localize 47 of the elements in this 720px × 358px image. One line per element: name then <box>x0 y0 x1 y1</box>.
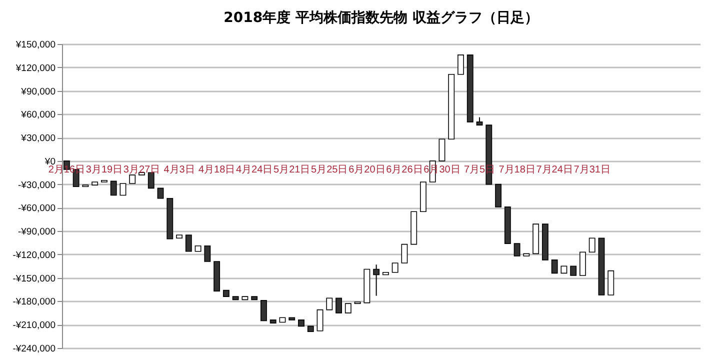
candlestick <box>204 245 211 262</box>
candlestick <box>392 262 398 273</box>
candlestick <box>110 180 117 196</box>
y-tick-label: ¥150,000 <box>14 40 56 50</box>
y-tick-label: -¥60,000 <box>18 203 56 214</box>
y-tick-label: -¥120,000 <box>12 250 56 261</box>
candlestick <box>185 234 192 252</box>
candlestick <box>570 266 577 276</box>
y-tick-label: ¥60,000 <box>20 110 56 121</box>
x-tick-label: 5月25日 <box>311 164 348 176</box>
y-tick-label: -¥240,000 <box>12 344 56 354</box>
candlestick <box>148 172 154 189</box>
x-tick-label: 4月3日 <box>164 164 195 176</box>
candlestick <box>438 138 446 162</box>
candlestick <box>336 298 342 314</box>
x-tick-label: 4月24日 <box>236 164 273 176</box>
candlestick <box>157 188 164 199</box>
candlestick <box>514 243 520 256</box>
y-tick-label: ¥90,000 <box>20 86 56 98</box>
candlestick <box>401 244 408 264</box>
y-tick-label: -¥150,000 <box>12 273 56 284</box>
chart-title: 2018年度 平均株価指数先物 収益グラフ（日足） <box>224 9 538 26</box>
y-tick-label: -¥90,000 <box>18 226 56 238</box>
candlestick <box>120 183 126 196</box>
y-tick-label: -¥30,000 <box>18 180 56 191</box>
candlestick <box>373 264 380 296</box>
y-tick-label: -¥180,000 <box>12 296 56 308</box>
candlestick <box>588 238 596 253</box>
candlestick <box>580 252 586 276</box>
x-tick-label: 7月24日 <box>536 164 573 176</box>
candlestick <box>458 54 464 75</box>
candlestick <box>260 300 267 322</box>
candlestick <box>326 298 333 310</box>
candlestick <box>344 303 352 314</box>
x-tick-label: 3月19日 <box>86 164 123 176</box>
y-tick-label: ¥30,000 <box>20 133 56 144</box>
y-tick-label: -¥210,000 <box>12 320 56 332</box>
x-tick-label: 6月26日 <box>386 164 423 176</box>
x-tick-label: 7月31日 <box>574 164 610 176</box>
x-tick-label: 6月20日 <box>348 164 386 176</box>
x-tick-label: 7月18日 <box>498 164 536 176</box>
x-tick-label: 5月21日 <box>274 164 310 176</box>
x-tick-label: 4月18日 <box>198 164 236 176</box>
candlestick <box>495 184 502 208</box>
y-tick-label: ¥120,000 <box>14 62 56 74</box>
candlestick <box>551 260 558 274</box>
candlestick <box>316 309 324 332</box>
